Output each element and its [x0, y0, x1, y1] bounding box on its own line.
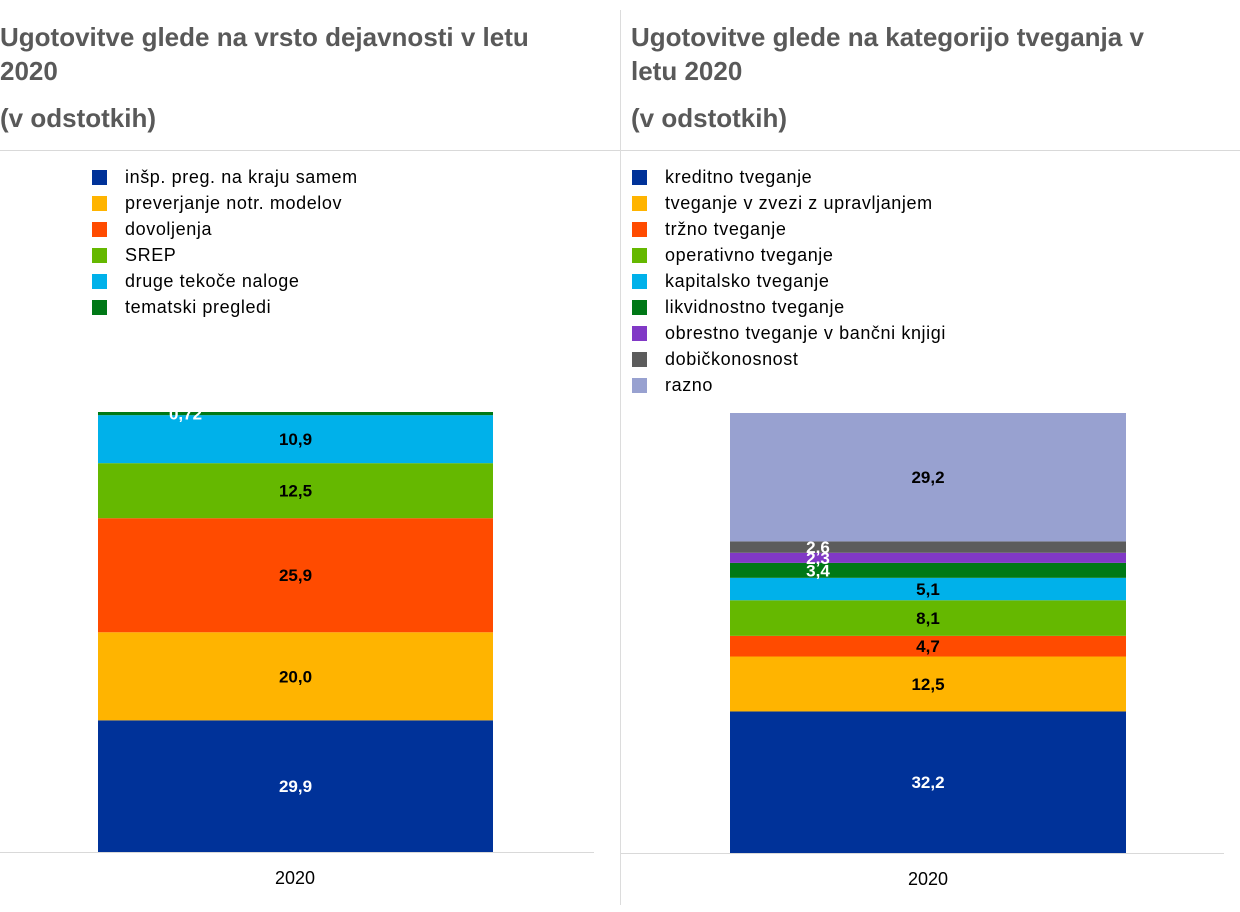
chart-legend: inšp. preg. na kraju samem preverjanje no… [92, 164, 358, 320]
legend-swatch [632, 195, 647, 211]
legend-label: dobičkonosnost [665, 348, 799, 369]
legend-item: operativno tveganje [632, 242, 946, 268]
legend-swatch [92, 299, 107, 315]
bar-segment [730, 656, 1126, 712]
data-label: 0,72 [169, 405, 202, 424]
data-label: 3,4 [806, 561, 830, 580]
legend-label: operativno tveganje [665, 244, 834, 265]
legend-label: tematski pregledi [125, 296, 272, 317]
legend-item: obrestno tveganje v bančni knjigi [632, 320, 946, 346]
legend-item: razno [632, 372, 946, 398]
legend-item: tveganje v zvezi z upravljanjem [632, 190, 946, 216]
title-rule [621, 150, 1240, 151]
legend-label: likvidnostno tveganje [665, 296, 845, 317]
chart-title: Ugotovitve glede na kategorijo tveganja … [631, 22, 1144, 86]
legend-item: druge tekoče naloge [92, 268, 358, 294]
legend-item: tržno tveganje [632, 216, 946, 242]
legend-label: SREP [125, 244, 177, 265]
legend-item: SREP [92, 242, 358, 268]
legend-swatch [632, 247, 647, 263]
bar-segment [98, 463, 493, 519]
legend-swatch [92, 221, 107, 237]
chart-panel-risk: Ugotovitve glede na kategorijo tveganja … [621, 0, 1240, 912]
legend-item: likvidnostno tveganje [632, 294, 946, 320]
stacked-bar-chart: 32,2 12,5 4,7 8,1 5,1 3,42,32,6 29,2 2020 [621, 413, 1224, 889]
legend-swatch [632, 169, 647, 185]
data-label: 12,5 [911, 675, 944, 694]
legend-swatch [92, 247, 107, 263]
legend-swatch [92, 169, 107, 185]
legend-item: kapitalsko tveganje [632, 268, 946, 294]
bar-segment [98, 412, 493, 416]
data-label: 10,9 [279, 430, 312, 449]
bar-segment [730, 552, 1126, 563]
x-tick-label: 2020 [275, 868, 315, 888]
legend-item: tematski pregledi [92, 294, 358, 320]
legend-item: dobičkonosnost [632, 346, 946, 372]
data-label: 2,6 [806, 538, 830, 557]
legend-label: dovoljenja [125, 218, 213, 239]
chart-subtitle: (v odstotkih) [631, 103, 787, 133]
bar-segment [730, 635, 1126, 657]
legend-label: kapitalsko tveganje [665, 270, 830, 291]
bar-segment [98, 720, 493, 852]
legend-swatch [92, 195, 107, 211]
chart-legend: kreditno tveganje tveganje v zvezi z upra… [632, 164, 946, 398]
legend-swatch [632, 221, 647, 237]
bar-segment [730, 600, 1126, 636]
chart-subtitle: (v odstotkih) [0, 103, 156, 133]
data-label: 29,9 [279, 777, 312, 796]
data-label: 2,3 [806, 549, 830, 568]
data-label: 12,5 [279, 482, 312, 501]
data-label: 29,2 [911, 468, 944, 487]
legend-swatch [632, 351, 647, 367]
legend-label: preverjanje notr. modelov [125, 192, 343, 213]
chart-title: Ugotovitve glede na vrsto dejavnosti v l… [0, 22, 529, 86]
legend-item: preverjanje notr. modelov [92, 190, 358, 216]
stacked-bar-chart: 29,9 20,0 25,9 12,5 10,9 0,72 2020 [0, 405, 594, 888]
title-rule [0, 150, 620, 151]
data-label: 8,1 [916, 609, 940, 628]
data-label: 20,0 [279, 667, 312, 686]
bar-segment [730, 577, 1126, 601]
bar-segment [98, 518, 493, 633]
bar-segment [730, 413, 1126, 542]
panel-divider [620, 10, 621, 905]
bar-segment [98, 632, 493, 721]
legend-item: inšp. preg. na kraju samem [92, 164, 358, 190]
legend-label: druge tekoče naloge [125, 270, 300, 291]
chart-panel-activity: Ugotovitve glede na vrsto dejavnosti v l… [0, 22, 620, 888]
legend-label: tržno tveganje [665, 218, 787, 239]
data-label: 25,9 [279, 566, 312, 585]
legend-swatch [632, 377, 647, 393]
legend-label: razno [665, 374, 714, 395]
legend-swatch [632, 325, 647, 341]
legend-swatch [92, 273, 107, 289]
bar-segment [730, 562, 1126, 578]
x-tick-label: 2020 [908, 869, 948, 889]
legend-label: inšp. preg. na kraju samem [125, 166, 358, 187]
legend-item: kreditno tveganje [632, 164, 946, 190]
bar-segment [730, 711, 1126, 853]
data-label: 5,1 [916, 580, 940, 599]
bar-segment [98, 415, 493, 464]
legend-label: tveganje v zvezi z upravljanjem [665, 192, 933, 213]
legend-swatch [632, 299, 647, 315]
legend-label: kreditno tveganje [665, 166, 813, 187]
legend-item: dovoljenja [92, 216, 358, 242]
data-label: 32,2 [911, 773, 944, 792]
legend-label: obrestno tveganje v bančni knjigi [665, 322, 946, 343]
legend-swatch [632, 273, 647, 289]
data-label: 4,7 [916, 637, 940, 656]
bar-segment [730, 541, 1126, 553]
